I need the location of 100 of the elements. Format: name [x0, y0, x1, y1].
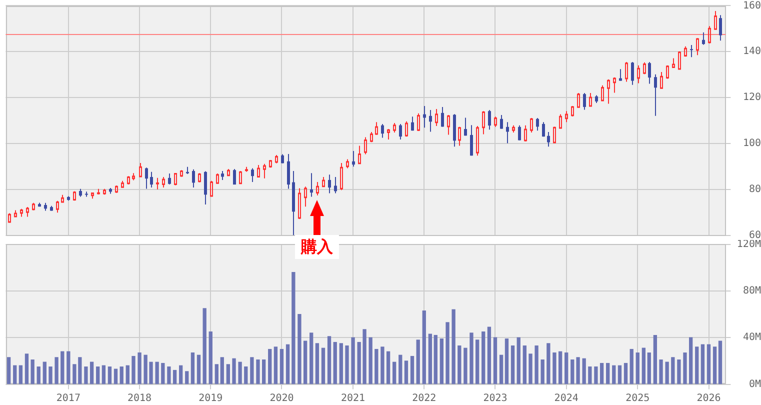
bar — [303, 340, 308, 384]
bar — [84, 366, 88, 384]
bar — [274, 346, 278, 384]
bar — [594, 366, 598, 384]
bar — [558, 351, 562, 384]
bar — [564, 352, 568, 384]
bar — [66, 351, 70, 384]
y-tick-label: 0M — [748, 378, 761, 390]
bar — [677, 359, 681, 384]
bar — [422, 310, 426, 384]
bar — [108, 366, 112, 384]
bar — [642, 348, 646, 384]
bar — [310, 332, 314, 384]
bar — [464, 348, 468, 384]
bar — [380, 346, 384, 384]
candlestick — [328, 174, 331, 194]
x-tick-label: 2024 — [554, 392, 578, 404]
bar — [528, 354, 532, 384]
bar — [718, 340, 722, 384]
bar — [172, 370, 177, 384]
bar — [683, 352, 687, 384]
bar — [214, 364, 219, 384]
bar — [30, 359, 34, 384]
bar — [410, 356, 414, 384]
bar — [588, 366, 592, 384]
bar — [522, 345, 526, 384]
bar — [244, 366, 248, 384]
y-tick-label: 40M — [742, 332, 761, 344]
bar — [6, 357, 11, 384]
y-tick-label: 100 — [742, 138, 761, 150]
x-tick-label: 2019 — [198, 392, 223, 404]
bar — [659, 359, 663, 384]
candlestick — [334, 176, 337, 194]
bar — [138, 352, 142, 384]
bar — [36, 366, 40, 384]
candlestick — [607, 78, 610, 104]
bar — [665, 362, 669, 384]
bar — [504, 338, 509, 384]
bar — [208, 331, 212, 384]
bar — [202, 308, 206, 384]
bar — [132, 356, 136, 384]
bar — [232, 358, 236, 384]
candlestick — [690, 44, 693, 58]
bar — [398, 354, 402, 384]
bar — [120, 366, 124, 384]
bar — [315, 343, 320, 384]
bar — [268, 348, 272, 384]
bar — [368, 337, 372, 384]
bar — [54, 357, 58, 384]
bar — [24, 354, 29, 384]
bar — [516, 337, 520, 384]
bar — [482, 331, 486, 384]
bar — [351, 337, 355, 384]
candlestick — [387, 128, 390, 140]
bar — [226, 364, 230, 384]
bar — [42, 362, 46, 384]
bar — [546, 343, 550, 384]
candlestick — [447, 114, 450, 136]
bar — [13, 365, 17, 384]
bar — [280, 348, 284, 384]
y-tick-label: 120 — [742, 92, 761, 104]
candlestick — [310, 172, 313, 198]
bar — [653, 334, 658, 384]
bar — [327, 336, 332, 384]
bar — [647, 352, 651, 384]
candlestick — [352, 150, 355, 168]
y-tick-label: 80M — [742, 286, 761, 297]
bar — [190, 352, 195, 384]
candlestick — [263, 163, 266, 179]
bar — [167, 366, 171, 384]
bar — [510, 345, 515, 384]
x-tick-label: 2017 — [56, 392, 80, 404]
bar — [689, 337, 693, 384]
bar — [458, 345, 462, 384]
bar — [60, 351, 64, 384]
bar — [286, 344, 290, 384]
bar — [18, 365, 23, 384]
bar — [434, 334, 438, 384]
bar — [48, 366, 52, 384]
bar — [695, 346, 699, 384]
candlestick — [613, 76, 616, 94]
bar — [612, 365, 616, 384]
bar — [446, 322, 450, 384]
bar — [102, 365, 106, 384]
bar — [493, 337, 498, 384]
bar — [618, 365, 622, 384]
bar — [339, 343, 343, 384]
x-tick-label: 2025 — [626, 392, 650, 404]
bar — [452, 309, 456, 384]
bar — [321, 348, 326, 384]
bar — [196, 354, 201, 384]
bar — [624, 362, 628, 384]
bar — [238, 362, 242, 384]
candlestick — [251, 168, 254, 183]
bar — [374, 348, 378, 384]
annotation: 購入 — [295, 235, 340, 260]
y-tick-label: 160 — [742, 0, 761, 12]
candlestick — [464, 117, 467, 136]
bar — [404, 360, 408, 384]
bar — [440, 338, 444, 384]
